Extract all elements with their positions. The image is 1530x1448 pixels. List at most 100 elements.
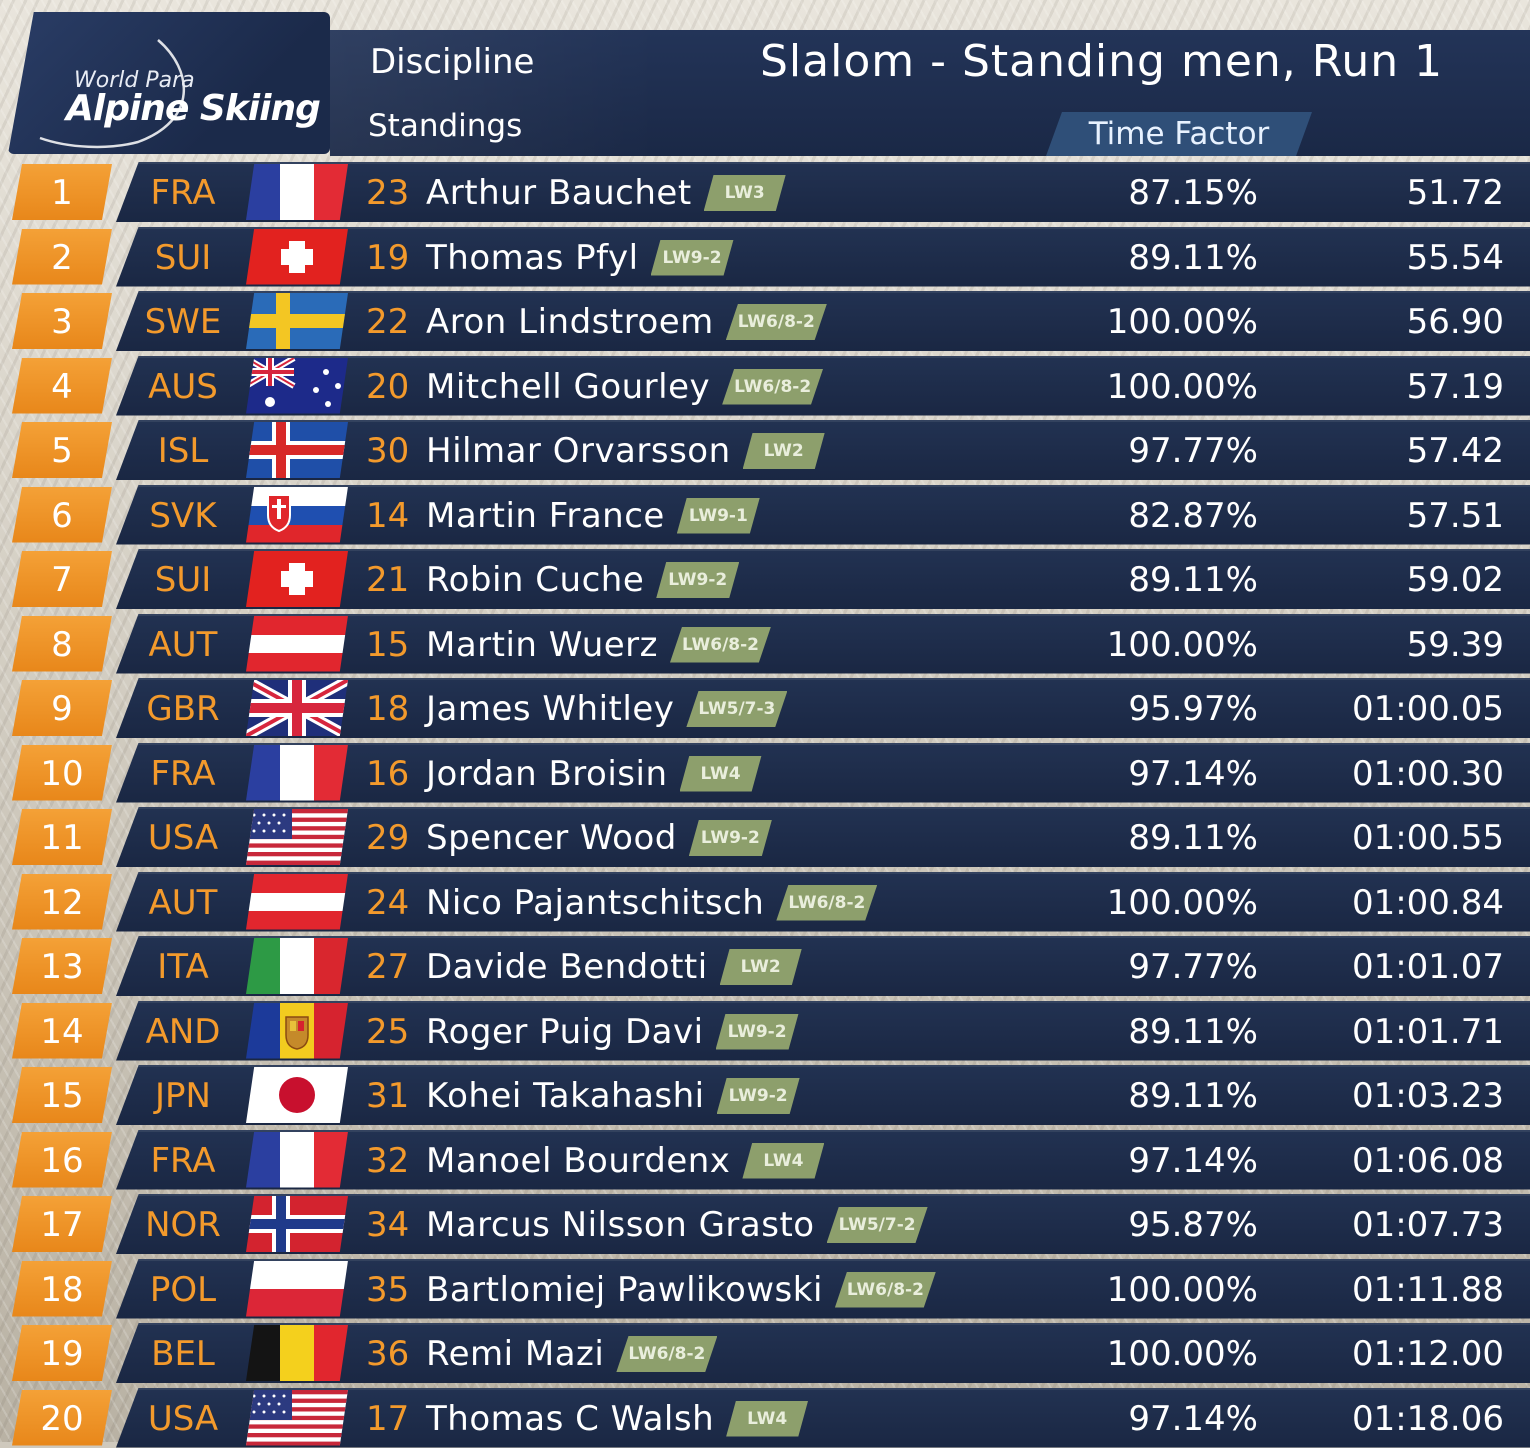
- time-factor-value: 97.77%: [1128, 431, 1258, 471]
- country-code: FRA: [150, 173, 216, 213]
- result-row: 19 BEL 36 Remi Mazi LW6/8-2 100.00% 01:12.00: [0, 1321, 1530, 1383]
- bib-number: 18: [366, 689, 410, 729]
- run-time: 01:06.08: [1351, 1140, 1504, 1181]
- row-bar: [116, 1194, 1530, 1254]
- sport-class-badge: LW6/8-2: [725, 304, 827, 340]
- usa-flag: [246, 809, 348, 865]
- athlete-cell: Remi Mazi LW6/8-2: [426, 1329, 718, 1379]
- run-time: 01:00.05: [1351, 689, 1504, 729]
- time-factor-value: 100.00%: [1106, 1269, 1258, 1310]
- result-row: 9 GBR 18 James Whitley LW5/7-3 95.97% 01:00.05: [0, 676, 1530, 738]
- logo-text-small: World Para: [74, 68, 195, 93]
- time-factor-value: 89.11%: [1128, 237, 1258, 278]
- athlete-name: Mitchell Gourley: [426, 366, 711, 407]
- run-time: 01:00.55: [1351, 818, 1504, 858]
- row-bar: [116, 936, 1530, 996]
- sport-class-badge: LW4: [742, 1142, 825, 1179]
- row-bar: [116, 1323, 1530, 1383]
- athlete-name: Manoel Bourdenx: [426, 1140, 731, 1181]
- athlete-name: Davide Bendotti: [426, 947, 708, 987]
- row-bar: [116, 226, 1530, 287]
- time-factor-value: 97.14%: [1128, 1398, 1258, 1439]
- sport-class-badge: LW3: [703, 175, 786, 211]
- bib-number: 31: [366, 1076, 410, 1116]
- sport-class-badge: LW4: [679, 755, 762, 792]
- sport-class-badge: LW9-2: [716, 1078, 800, 1114]
- header-panel: [330, 30, 1530, 156]
- athlete-name: Robin Cuche: [426, 560, 645, 600]
- row-bar: [116, 1000, 1530, 1061]
- country-code: ISL: [157, 431, 209, 471]
- country-code: AUT: [148, 882, 218, 923]
- athlete-cell: Spencer Wood LW9-2: [426, 813, 772, 863]
- time-factor-value: 100.00%: [1106, 1334, 1258, 1374]
- country-code: SWE: [144, 302, 222, 342]
- athlete-name: Thomas C Walsh: [426, 1398, 715, 1439]
- logo-text-large: Alpine Skiing: [66, 88, 321, 129]
- run-time: 01:18.06: [1351, 1398, 1504, 1439]
- athlete-cell: Marcus Nilsson Grasto LW5/7-2: [426, 1200, 928, 1250]
- result-row: 16 FRA 32 Manoel Bourdenx LW4 97.14% 01:06.08: [0, 1128, 1530, 1190]
- aut-flag: [246, 873, 348, 930]
- sport-class-badge: LW6/8-2: [834, 1271, 936, 1308]
- bib-number: 22: [366, 302, 410, 342]
- athlete-name: Martin Wuerz: [426, 624, 658, 665]
- time-factor-value: 97.14%: [1128, 753, 1258, 794]
- aus-flag: [246, 357, 348, 414]
- country-code: USA: [147, 1398, 219, 1439]
- rank-badge: 11: [12, 809, 112, 865]
- athlete-name: Roger Puig Davi: [426, 1011, 704, 1052]
- sui-flag: [246, 228, 348, 285]
- sport-class-badge: LW9-2: [656, 562, 740, 598]
- time-factor-value: 97.14%: [1128, 1140, 1258, 1181]
- athlete-cell: Kohei Takahashi LW9-2: [426, 1071, 800, 1121]
- sport-class-badge: LW6/8-2: [669, 626, 771, 663]
- result-row: 17 NOR 34 Marcus Nilsson Grasto LW5/7-2 95.87…: [0, 1192, 1530, 1254]
- athlete-name: Thomas Pfyl: [426, 237, 639, 278]
- row-bar: [116, 742, 1530, 803]
- time-factor-value: 95.87%: [1128, 1205, 1258, 1245]
- result-row: 14 AND 25 Roger Puig Davi LW9-2 89.11% 01:01.7…: [0, 999, 1530, 1061]
- fra-flag: [246, 1131, 348, 1188]
- jpn-flag: [246, 1067, 348, 1123]
- fra-flag: [246, 164, 348, 220]
- run-time: 01:00.84: [1351, 882, 1504, 923]
- rank-badge: 6: [12, 486, 112, 543]
- header-sheen: [330, 30, 660, 156]
- result-row: 20 USA 17 Thomas C Walsh LW4 97.14% 01:18.06: [0, 1386, 1530, 1448]
- run-time: 55.54: [1406, 237, 1504, 278]
- bib-number: 25: [366, 1011, 410, 1052]
- isl-flag: [246, 422, 348, 478]
- athlete-name: James Whitley: [426, 689, 675, 729]
- athlete-cell: Bartlomiej Pawlikowski LW6/8-2: [426, 1265, 936, 1315]
- run-time: 57.19: [1406, 366, 1504, 407]
- row-bar: [116, 1129, 1530, 1190]
- result-row: 4 AUS 20 Mitchell Gourley LW6/8-2 100.00% 57.1…: [0, 354, 1530, 416]
- bib-number: 16: [366, 753, 410, 794]
- run-time: 57.51: [1406, 495, 1504, 536]
- athlete-cell: Hilmar Orvarsson LW2: [426, 426, 825, 476]
- country-code: GBR: [146, 689, 220, 729]
- time-factor-value: 89.11%: [1128, 560, 1258, 600]
- logo-panel: World Para Alpine Skiing: [8, 12, 330, 154]
- sport-class-badge: LW2: [742, 433, 825, 469]
- bib-number: 35: [366, 1269, 410, 1310]
- run-time: 01:00.30: [1351, 753, 1504, 794]
- bib-number: 30: [366, 431, 410, 471]
- result-row: 5 ISL 30 Hilmar Orvarsson LW2 97.77% 57.42: [0, 418, 1530, 480]
- run-time: 59.02: [1406, 560, 1504, 600]
- nor-flag: [246, 1196, 348, 1252]
- run-time: 56.90: [1406, 302, 1504, 342]
- rank-badge: 15: [12, 1067, 112, 1123]
- sport-class-badge: LW5/7-2: [826, 1207, 928, 1243]
- country-code: SUI: [154, 560, 212, 600]
- bib-number: 29: [366, 818, 410, 858]
- bib-number: 20: [366, 366, 410, 407]
- result-row: 7 SUI 21 Robin Cuche LW9-2 89.11% 59.02: [0, 547, 1530, 609]
- country-code: SUI: [154, 237, 212, 278]
- country-code: FRA: [150, 1140, 216, 1181]
- athlete-cell: Aron Lindstroem LW6/8-2: [426, 297, 827, 347]
- time-factor-value: 89.11%: [1128, 818, 1258, 858]
- sport-class-badge: LW2: [719, 949, 802, 985]
- athlete-cell: Thomas C Walsh LW4: [426, 1394, 809, 1444]
